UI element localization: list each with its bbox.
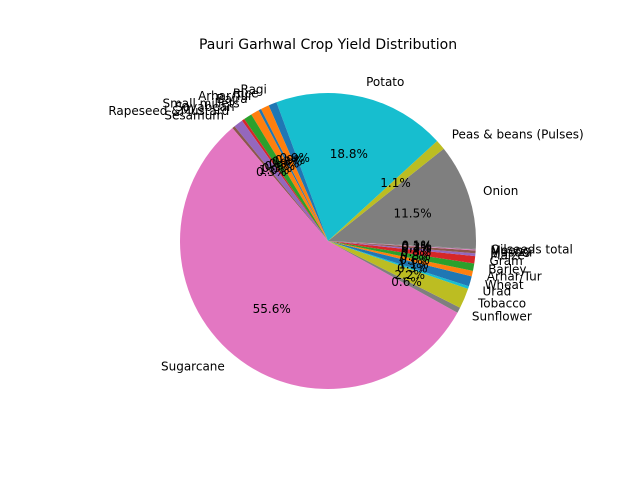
slice-label-13: Gram [490, 254, 523, 268]
pie-slice-16 [328, 241, 476, 251]
pie-slice-14 [328, 241, 476, 257]
pie-slice-7 [328, 241, 461, 313]
percent-label-21: 0.9% [279, 151, 310, 165]
slice-label-5: Sesamum [164, 108, 224, 122]
pie-slice-4 [234, 120, 328, 241]
percent-label-1: 0.9% [269, 156, 300, 170]
pie-slice-0 [258, 109, 328, 241]
percent-label-15: 0.3% [401, 240, 432, 254]
pie-slice-8 [328, 241, 469, 308]
percent-label-3: 0.3% [262, 161, 293, 175]
slice-label-1: Bajra [216, 92, 247, 106]
slice-label-9: Urad [483, 285, 512, 299]
slice-label-3: Soyabean [175, 100, 234, 114]
pie-slice-1 [251, 110, 328, 241]
slice-label-17: Oilseeds total [491, 243, 573, 257]
pie-slice-6 [179, 128, 458, 390]
slice-label-6: Sugarcane [161, 359, 225, 373]
pie-slice-10 [328, 241, 472, 287]
pie-slice-19 [328, 140, 444, 241]
pie-slice-2 [244, 114, 328, 241]
percent-label-6: 55.6% [253, 302, 291, 316]
chart-title: Pauri Garhwal Crop Yield Distribution [199, 37, 457, 53]
pie-slice-22 [261, 105, 328, 242]
percent-label-12: 0.8% [400, 249, 431, 263]
percent-label-5: 0.3% [256, 165, 287, 179]
pie-slice-15 [328, 241, 476, 254]
slice-label-7: Sunflower [472, 310, 532, 324]
pie-slice-3 [241, 119, 328, 241]
pie-slice-21 [268, 102, 328, 241]
slice-label-8: Tobacco [477, 297, 526, 311]
percent-label-7: 0.6% [391, 275, 422, 289]
slice-label-21: Ragi [241, 83, 267, 97]
slice-label-15: Masoor [490, 246, 534, 260]
slice-label-12: Barley [488, 262, 526, 276]
percent-label-0: 0.3% [272, 155, 303, 169]
percent-label-17: 0.1% [401, 238, 432, 252]
slice-label-11: Arhar/Tur [487, 269, 542, 283]
percent-label-22: 0.9% [275, 153, 306, 167]
slice-label-18: Onion [483, 184, 518, 198]
slice-label-4: Rapeseed &Mustard [108, 104, 229, 118]
percent-label-4: 1.0% [259, 163, 290, 177]
pie-slice-20 [276, 92, 438, 241]
pie-slice-18 [328, 148, 476, 249]
percent-label-13: 0.8% [401, 245, 432, 259]
percent-label-10: 1.1% [398, 258, 429, 272]
slice-label-16: Moong [491, 244, 531, 258]
pie-slice-17 [328, 241, 476, 250]
percent-label-9: 0.3% [397, 261, 428, 275]
slice-label-2: Small millets [163, 97, 240, 111]
percent-label-2: 0.9% [265, 159, 296, 173]
slice-label-10: Wheat [485, 278, 524, 292]
slice-label-0: Arhar/Tur [198, 89, 253, 103]
slice-label-22: Rice [233, 86, 259, 100]
pie-slice-5 [232, 126, 328, 241]
percent-label-16: 0.1% [401, 239, 432, 253]
pie-slice-13 [328, 241, 476, 264]
percent-label-8: 2.2% [395, 268, 426, 282]
percent-label-19: 1.1% [380, 176, 411, 190]
pie-slice-11 [328, 241, 473, 277]
pie-slice-9 [328, 241, 469, 289]
percent-label-14: 0.3% [401, 242, 432, 256]
percent-label-20: 18.8% [330, 147, 368, 161]
percent-labels: 0.3%0.9%0.9%0.3%1.0%0.3%55.6%0.6%2.2%0.3… [253, 147, 432, 316]
pie-slices [179, 92, 476, 390]
slice-label-14: Maize [490, 249, 525, 263]
slice-label-20: Potato [366, 75, 404, 89]
slice-label-19: Peas & beans (Pulses) [452, 128, 584, 142]
pie-slice-12 [328, 241, 475, 271]
percent-label-18: 11.5% [394, 206, 432, 220]
percent-label-11: 0.6% [399, 253, 430, 267]
